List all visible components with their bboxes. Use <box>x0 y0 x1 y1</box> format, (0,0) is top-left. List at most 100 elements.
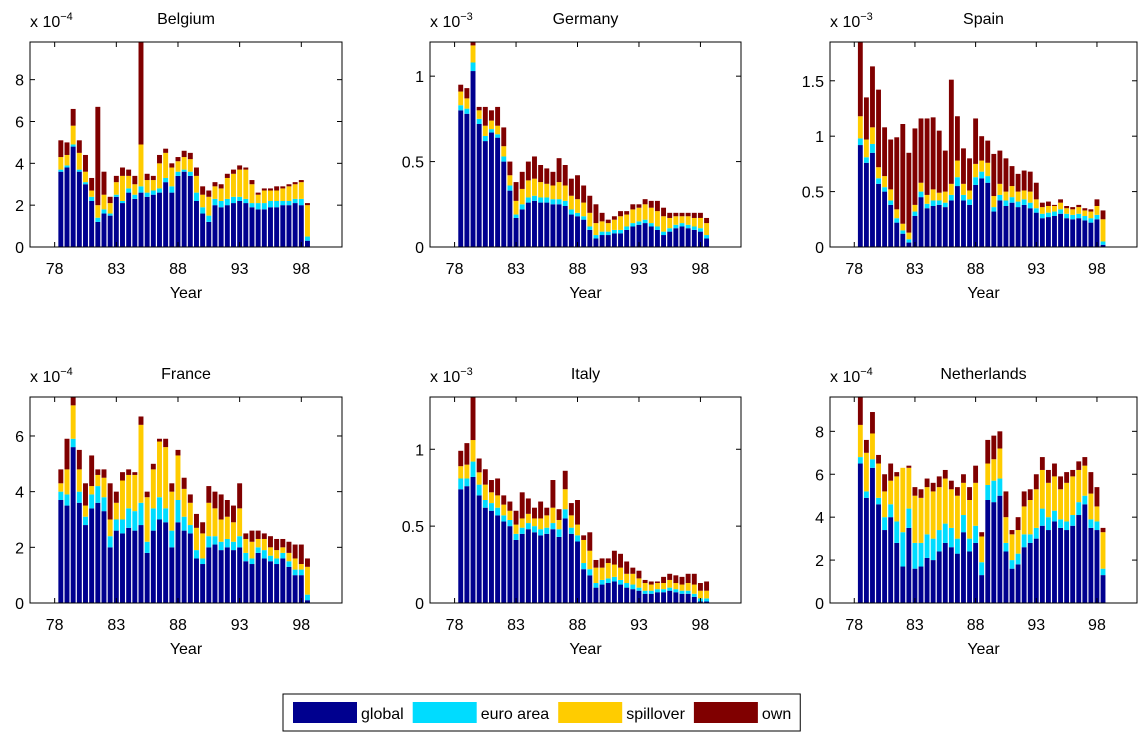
bar-segment <box>274 190 280 201</box>
bar-segment <box>212 536 218 545</box>
bar-segment <box>556 182 562 200</box>
bar-segment <box>948 547 954 603</box>
bar-segment <box>1100 568 1106 576</box>
bar-segment <box>661 231 667 236</box>
bar-segment <box>280 200 286 206</box>
bar-segment <box>1015 564 1021 603</box>
bar-segment <box>1045 517 1051 531</box>
bar-segment <box>587 550 593 570</box>
bar-segment <box>532 178 537 196</box>
bar-segment <box>144 196 150 247</box>
bar-segment <box>274 538 280 551</box>
bar-segment <box>870 433 875 460</box>
bar-segment <box>126 469 132 475</box>
bar-segment <box>630 589 636 603</box>
bar-segment <box>206 486 212 503</box>
bar-segment <box>900 233 906 247</box>
bar-segment <box>157 192 162 247</box>
bar-segment <box>599 221 605 232</box>
bar-segment <box>268 561 273 603</box>
chart-title: Italy <box>571 366 600 383</box>
bar-segment <box>863 162 869 247</box>
bar-segment <box>95 474 101 487</box>
bar-segment <box>581 539 587 564</box>
bar-segment <box>101 171 107 195</box>
bar-segment <box>120 175 125 201</box>
bar-segment <box>206 536 212 548</box>
bar-segment <box>888 504 894 518</box>
bar-segment <box>126 508 132 528</box>
bar-segment <box>286 186 292 201</box>
bar-segment <box>1015 530 1021 554</box>
bar-segment <box>132 472 138 475</box>
bar-segment <box>863 439 869 453</box>
bar-segment <box>568 209 574 215</box>
y-scale-exponent: −3 <box>460 11 473 23</box>
bar-segment <box>132 184 138 195</box>
bar-segment <box>1064 213 1070 219</box>
bar-segment <box>544 527 550 534</box>
bar-segment <box>587 229 593 247</box>
bar-segment <box>562 518 568 603</box>
bar-segment <box>144 173 150 181</box>
bar-segment <box>1021 506 1027 535</box>
bar-segment <box>268 207 273 247</box>
bar-segment <box>1076 204 1082 208</box>
bar-segment <box>870 152 875 247</box>
bar-segment <box>292 544 298 559</box>
bar-segment <box>1088 493 1094 520</box>
bar-segment <box>679 590 685 594</box>
bar-segment <box>70 144 76 147</box>
bar-segment <box>513 533 519 540</box>
x-tick-label: 93 <box>630 617 648 634</box>
y-tick-label: 0.5 <box>402 519 424 536</box>
bar-segment <box>954 116 960 161</box>
bar-segment <box>286 200 292 206</box>
bar-segment <box>470 461 476 477</box>
bar-segment <box>624 587 630 603</box>
bar-segment <box>979 575 985 603</box>
bar-segment <box>495 495 501 508</box>
bar-segment <box>894 209 900 219</box>
axes-frame <box>829 396 1138 604</box>
y-tick-label: 0.5 <box>402 155 424 172</box>
bar-segment <box>150 194 156 247</box>
bar-segment <box>175 522 181 603</box>
bar-segment <box>673 583 679 590</box>
bar-segment <box>562 185 568 201</box>
bar-segment <box>581 569 587 603</box>
bar-segment <box>942 523 948 543</box>
bar-segment <box>593 204 599 224</box>
bar-segment <box>685 590 691 594</box>
bar-segment <box>501 127 507 147</box>
bar-segment <box>237 508 243 537</box>
bar-segment <box>924 194 930 204</box>
bar-segment <box>501 161 507 247</box>
bar-segment <box>305 205 310 237</box>
bar-segment <box>525 498 531 514</box>
bar-segment <box>948 480 954 490</box>
legend-swatch <box>693 702 758 723</box>
bar-segment <box>507 510 513 520</box>
bar-segment <box>857 397 863 425</box>
bar-segment <box>556 199 562 205</box>
bar-segment <box>581 563 587 570</box>
bar-segment <box>704 223 710 236</box>
bar-segment <box>1033 527 1039 539</box>
bar-segment <box>587 575 593 603</box>
bar-segment <box>611 233 617 247</box>
y-tick-label: 4 <box>15 485 24 502</box>
bar-segment <box>581 185 587 203</box>
bar-segment <box>181 488 187 517</box>
bar-segment <box>685 212 691 217</box>
bar-segment <box>538 197 544 203</box>
bar-segment <box>120 200 125 204</box>
plot-area <box>58 42 310 247</box>
bar-segment <box>1033 538 1039 603</box>
bar-segment <box>268 547 273 556</box>
bar-segment <box>150 508 156 531</box>
bar-segment <box>261 190 267 204</box>
bar-segment <box>274 207 280 247</box>
bar-segment <box>954 487 960 496</box>
y-tick-label: 0 <box>415 240 424 257</box>
